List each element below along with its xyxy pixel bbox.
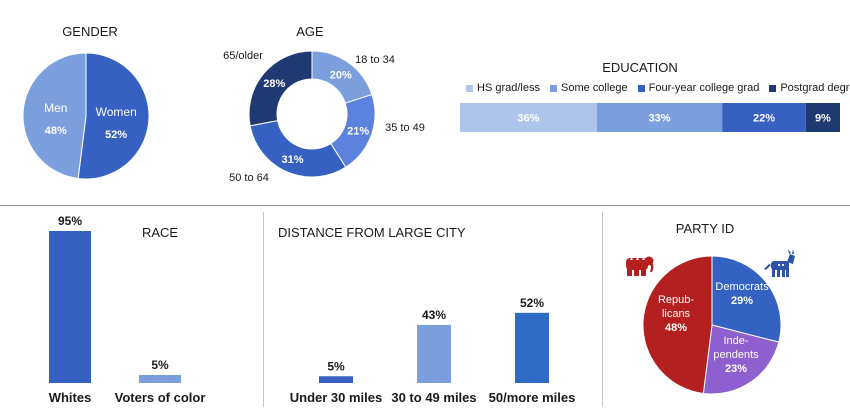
- category-label: Under 30 miles: [290, 390, 383, 405]
- party-title: PARTY ID: [675, 221, 735, 236]
- donut-slice: [248, 50, 313, 127]
- slice-label: 18 to 34: [355, 54, 395, 66]
- section-divider: [0, 205, 850, 206]
- legend-label: Some college: [560, 82, 628, 94]
- slice-label: Democrats: [715, 281, 769, 293]
- pie-slice-men: [22, 52, 87, 180]
- bar: [319, 376, 353, 383]
- bar: [139, 375, 181, 383]
- donut-slice: [249, 119, 347, 178]
- slice-label: 50 to 64: [229, 172, 269, 184]
- legend-item: Postgrad degree: [769, 82, 850, 94]
- bar-value: 5%: [327, 359, 345, 373]
- bar-value: 5%: [151, 358, 169, 372]
- pie-slice: [642, 255, 713, 395]
- pie-slice: [711, 255, 782, 343]
- pie-slice: [702, 324, 780, 395]
- education-legend: HS grad/less Some college Four-year coll…: [466, 82, 850, 94]
- race-title: RACE: [141, 225, 179, 240]
- slice-value: 23%: [725, 363, 747, 375]
- legend-swatch: [637, 84, 645, 92]
- slice-value: 48%: [45, 125, 67, 137]
- category-label: 30 to 49 miles: [391, 390, 476, 405]
- stacked-segment: [596, 103, 723, 132]
- segment-value: 36%: [517, 113, 539, 125]
- slice-value: 52%: [105, 129, 127, 141]
- distance-title: DISTANCE FROM LARGE CITY: [278, 225, 466, 240]
- education-title: EDUCATION: [602, 60, 678, 75]
- legend-swatch: [466, 84, 473, 92]
- stacked-segment: [722, 103, 806, 132]
- age-title: AGE: [296, 24, 324, 39]
- legend-label: HS grad/less: [477, 82, 540, 94]
- legend-item: Some college: [549, 82, 628, 94]
- category-label: Voters of color: [115, 390, 206, 405]
- stacked-segment: [460, 103, 597, 132]
- stacked-segment: [805, 103, 840, 132]
- bar: [49, 231, 91, 383]
- slice-value: 28%: [263, 78, 285, 90]
- segment-value: 22%: [753, 113, 775, 125]
- slice-label: Repub-licans: [658, 294, 694, 320]
- legend-swatch: [769, 84, 777, 92]
- slice-value: 29%: [731, 295, 753, 307]
- category-label: 50/more miles: [489, 390, 576, 405]
- slice-label: Inde-pendents: [713, 335, 759, 361]
- slice-label: Women: [96, 105, 137, 119]
- bar: [515, 312, 549, 383]
- bar-value: 95%: [58, 214, 82, 228]
- slice-value: 21%: [347, 126, 369, 138]
- gender-title: GENDER: [62, 24, 118, 39]
- bar-value: 43%: [422, 308, 446, 322]
- legend-item: Four-year college grad: [637, 82, 760, 94]
- pie-slice-women: [77, 52, 150, 180]
- legend-label: Four-year college grad: [648, 82, 760, 94]
- slice-label: 65/older: [223, 50, 263, 62]
- bar-value: 52%: [520, 296, 544, 310]
- segment-value: 33%: [648, 113, 670, 125]
- legend-swatch: [549, 84, 557, 92]
- column-divider: [263, 212, 264, 407]
- slice-label: Men: [44, 101, 67, 115]
- slice-value: 20%: [330, 69, 352, 81]
- legend-item: HS grad/less: [466, 82, 540, 94]
- slice-value: 48%: [665, 322, 687, 334]
- category-label: Whites: [49, 390, 92, 405]
- legend-label: Postgrad degree: [780, 82, 850, 94]
- bar: [417, 324, 451, 383]
- slice-label: 35 to 49: [385, 122, 425, 134]
- column-divider: [602, 212, 603, 407]
- segment-value: 9%: [815, 113, 831, 125]
- slice-value: 31%: [282, 154, 304, 166]
